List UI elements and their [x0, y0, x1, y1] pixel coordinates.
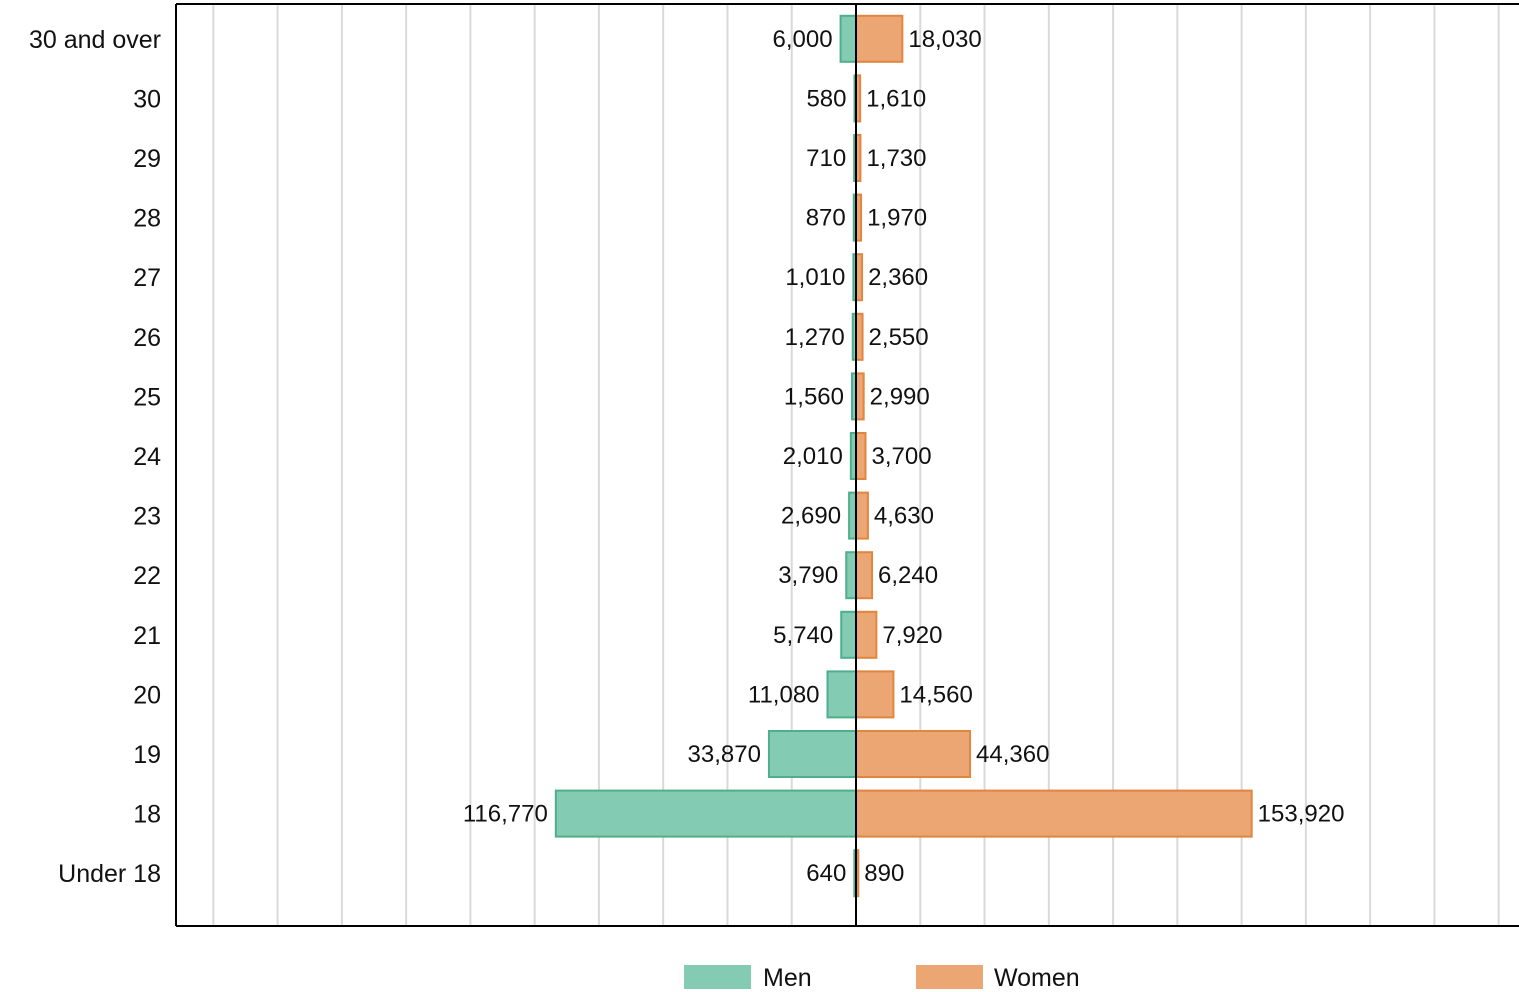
bar-men	[848, 491, 858, 540]
data-label-men: 870	[806, 205, 846, 232]
category-label: Under 18	[58, 860, 161, 888]
bar-women	[855, 491, 869, 540]
category-label: 29	[133, 145, 161, 173]
gridlines	[212, 4, 1500, 926]
data-label-men: 2,690	[781, 503, 841, 530]
data-label-men: 640	[806, 860, 846, 887]
category-label: 23	[133, 503, 161, 531]
data-label-men: 5,740	[773, 622, 833, 649]
data-label-men: 3,790	[778, 562, 838, 589]
data-label-women: 14,560	[899, 681, 972, 708]
bar-women	[855, 372, 865, 421]
legend: Men Women	[684, 964, 1080, 992]
data-label-women: 1,610	[866, 85, 926, 112]
data-label-women: 2,360	[868, 264, 928, 291]
bar-men	[826, 670, 858, 719]
bar-women	[855, 14, 904, 63]
bar-men	[554, 789, 858, 838]
data-label-men: 580	[806, 85, 846, 112]
data-label-women: 7,920	[882, 622, 942, 649]
data-label-men: 710	[806, 145, 846, 172]
bar-men	[845, 551, 858, 600]
legend-swatch-men	[684, 965, 751, 989]
category-label: 18	[133, 801, 161, 829]
bar-men	[840, 610, 857, 659]
axes	[175, 3, 1519, 927]
bar-women	[855, 730, 972, 778]
category-label: 20	[133, 681, 161, 709]
bar-men	[767, 730, 858, 778]
category-label: 30	[133, 85, 161, 113]
category-label: 22	[133, 562, 161, 590]
data-label-men: 11,080	[748, 681, 820, 708]
data-label-men: 1,010	[785, 264, 845, 291]
bar-women	[855, 551, 874, 600]
category-label: 26	[133, 324, 161, 352]
data-label-women: 1,730	[866, 145, 926, 172]
data-label-women: 2,550	[869, 324, 929, 351]
legend-label-women: Women	[994, 964, 1080, 992]
data-label-women: 6,240	[878, 562, 938, 589]
bar-women	[855, 432, 867, 480]
data-label-men: 1,560	[784, 383, 844, 410]
data-label-women: 3,700	[872, 443, 932, 470]
category-label: 25	[133, 383, 161, 411]
data-label-women: 44,360	[976, 741, 1049, 768]
data-label-women: 18,030	[908, 26, 981, 53]
data-label-women: 1,970	[867, 205, 927, 232]
data-label-women: 2,990	[870, 383, 930, 410]
data-label-women: 153,920	[1258, 801, 1345, 828]
legend-swatch-women	[916, 965, 983, 989]
data-labels: 6,000 18,030 580 1,610 710 1,730 870 1,970 1,010…	[463, 26, 1345, 887]
bar-women	[855, 610, 878, 659]
bar-women	[855, 789, 1253, 838]
legend-label-men: Men	[763, 964, 812, 992]
data-label-men: 6,000	[773, 26, 833, 53]
data-label-men: 2,010	[783, 443, 843, 470]
category-label: 24	[133, 443, 161, 471]
bars	[554, 14, 1253, 898]
data-label-men: 116,770	[463, 801, 548, 828]
data-label-women: 890	[864, 860, 904, 887]
bar-women	[855, 670, 895, 719]
category-label: 19	[133, 741, 161, 769]
category-labels: 30 and over 30 29 28 27 26 25 24 23 22 21 20 19 18 Und…	[29, 26, 161, 888]
category-label: 28	[133, 205, 161, 233]
category-label: 27	[133, 264, 161, 292]
data-label-men: 1,270	[785, 324, 845, 351]
bar-men	[839, 14, 857, 63]
data-label-women: 4,630	[874, 503, 934, 530]
category-label: 21	[133, 622, 161, 650]
data-label-men: 33,870	[688, 741, 761, 768]
category-label: 30 and over	[29, 26, 161, 54]
